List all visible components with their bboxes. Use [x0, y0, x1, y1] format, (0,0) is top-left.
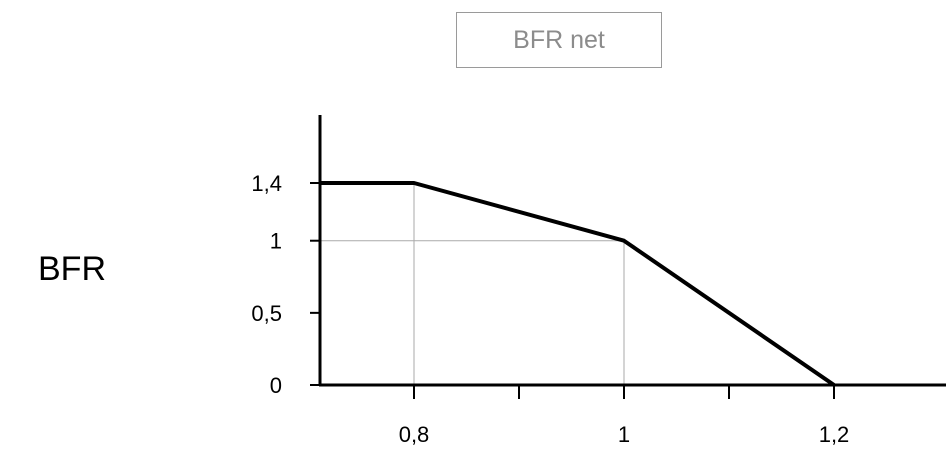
chart-title: BFR net — [456, 12, 662, 68]
x-tick-label: 1,2 — [819, 422, 850, 447]
y-tick-label: 1 — [270, 229, 282, 254]
series-line-0 — [320, 181, 836, 387]
x-tick-label: 1 — [618, 422, 630, 447]
y-tick-label: 1,4 — [251, 171, 282, 196]
y-tick-label: 0 — [270, 373, 282, 398]
y-axis-label: BFR — [38, 250, 106, 288]
y-tick-label: 0,5 — [251, 301, 282, 326]
x-tick-label: 0,8 — [399, 422, 430, 447]
